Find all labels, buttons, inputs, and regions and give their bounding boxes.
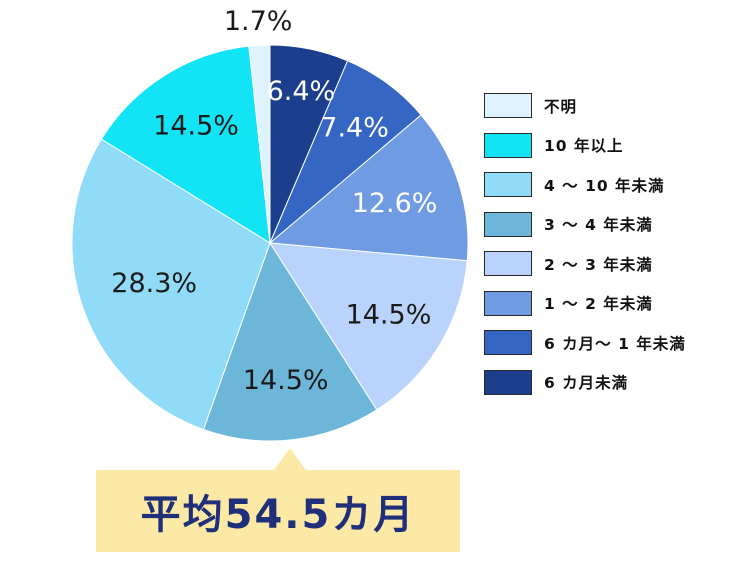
- legend-swatch: [484, 369, 532, 395]
- slice-percentage-label: 14.5%: [243, 365, 329, 396]
- pie-labels: 6.4% 7.4% 12.6% 14.5% 14.5% 28.3% 14.5% 1.7%: [111, 6, 437, 396]
- legend-item: 1 ～ 2 年未満: [484, 290, 686, 317]
- slice-percentage-label: 7.4%: [320, 113, 389, 144]
- slice-percentage-label: 14.5%: [153, 110, 239, 141]
- pie-slice: [269, 242, 468, 411]
- legend-label: 2 ～ 3 年未満: [544, 255, 653, 274]
- legend-swatch: [484, 290, 532, 316]
- legend-swatch: [484, 211, 532, 237]
- pie-slice: [100, 45, 271, 244]
- legend-swatch: [484, 172, 532, 197]
- pie-slice: [248, 44, 271, 244]
- slice-percentage-label: 12.6%: [352, 188, 438, 219]
- legend-label: 4 ～ 10 年未満: [544, 176, 665, 195]
- slice-percentage-label: 1.7%: [224, 6, 293, 37]
- legend-item: 4 ～ 10 年未満: [484, 171, 686, 198]
- legend-item: 6 カ月未満: [484, 369, 686, 396]
- legend-label: 1 ～ 2 年未満: [544, 295, 653, 313]
- legend-swatch: [484, 330, 532, 355]
- legend-label: 10 年以上: [544, 137, 624, 155]
- slice-percentage-label: 14.5%: [346, 299, 432, 330]
- legend-label: 不明: [544, 97, 578, 116]
- legend-item: 2 ～ 3 年未満: [484, 250, 686, 277]
- slice-percentage-label: 6.4%: [267, 76, 336, 107]
- average-label: 平均54.5カ月: [140, 492, 416, 538]
- pie-slice: [202, 241, 378, 442]
- average-callout: 平均54.5カ月: [96, 448, 460, 552]
- legend-item: 6 カ月～ 1 年未満: [484, 329, 686, 356]
- legend-item: 3 ～ 4 年未満: [484, 211, 686, 238]
- pie-slices: [71, 44, 469, 442]
- legend-item: 不明: [484, 92, 686, 119]
- legend-swatch: [484, 93, 532, 118]
- legend-item: 10 年以上: [484, 132, 686, 159]
- pie-slice: [268, 114, 469, 262]
- legend-label: 6 カ月未満: [544, 374, 629, 392]
- slice-percentage-label: 28.3%: [111, 268, 197, 299]
- legend-swatch: [484, 251, 532, 276]
- legend-swatch: [484, 132, 532, 158]
- legend-label: 6 カ月～ 1 年未満: [544, 334, 686, 353]
- legend: 不明 10 年以上 4 ～ 10 年未満 3 ～ 4 年未満 2 ～ 3 年未満 1 ～ …: [484, 92, 686, 408]
- legend-label: 3 ～ 4 年未満: [544, 216, 653, 234]
- pie-slice: [71, 138, 271, 431]
